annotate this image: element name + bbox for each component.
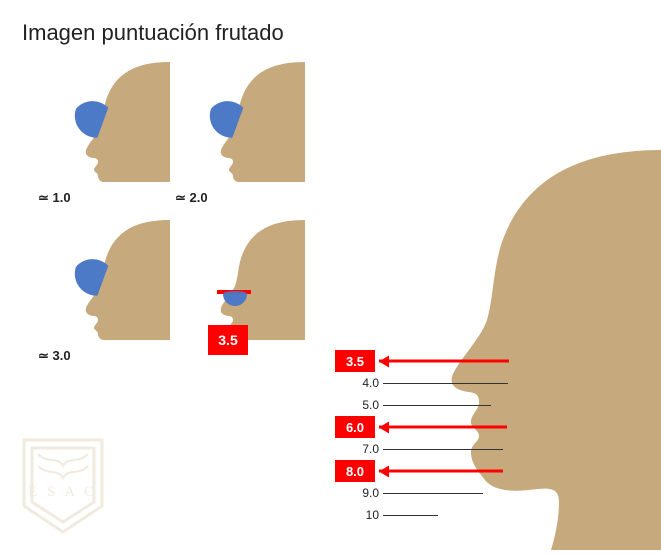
small-head (60, 220, 170, 340)
scale-label: 10 (335, 508, 383, 522)
scale-line (383, 405, 491, 406)
scale-row: 6.0 (335, 416, 535, 438)
scale-row: 3.5 (335, 350, 535, 372)
scale-row: 10 (335, 504, 535, 526)
scale-red-label: 8.0 (335, 460, 375, 482)
red-score-box: 3.5 (208, 325, 248, 355)
scale-label: 9.0 (335, 486, 383, 500)
small-head (195, 220, 305, 340)
scale-line (383, 383, 508, 384)
scale-label: 4.0 (335, 376, 383, 390)
scale-area: 3.5 4.0 5.0 6.0 7.0 8.0 9.0 10 (335, 350, 535, 526)
scale-arrow (379, 426, 507, 429)
scale-red-label: 3.5 (335, 350, 375, 372)
scale-row: 7.0 (335, 438, 535, 460)
scale-row: 8.0 (335, 460, 535, 482)
esao-logo: E S A O (18, 436, 108, 536)
scale-line (383, 515, 438, 516)
scale-row: 9.0 (335, 482, 535, 504)
scale-red-label: 6.0 (335, 416, 375, 438)
scale-line (383, 493, 483, 494)
page-title: Imagen puntuación frutado (22, 20, 284, 46)
small-head (60, 62, 170, 182)
scale-line (383, 449, 503, 450)
scale-row: 4.0 (335, 372, 535, 394)
scale-label: 7.0 (335, 442, 383, 456)
head-label: ≃ 1.0 (38, 190, 71, 206)
small-head (195, 62, 305, 182)
scale-label: 5.0 (335, 398, 383, 412)
head-label: ≃ 2.0 (175, 190, 208, 206)
scale-row: 5.0 (335, 394, 535, 416)
scale-arrow (379, 360, 509, 363)
scale-arrow (379, 470, 503, 473)
head-label: ≃ 3.0 (38, 348, 71, 364)
logo-text: E S A O (28, 484, 98, 500)
